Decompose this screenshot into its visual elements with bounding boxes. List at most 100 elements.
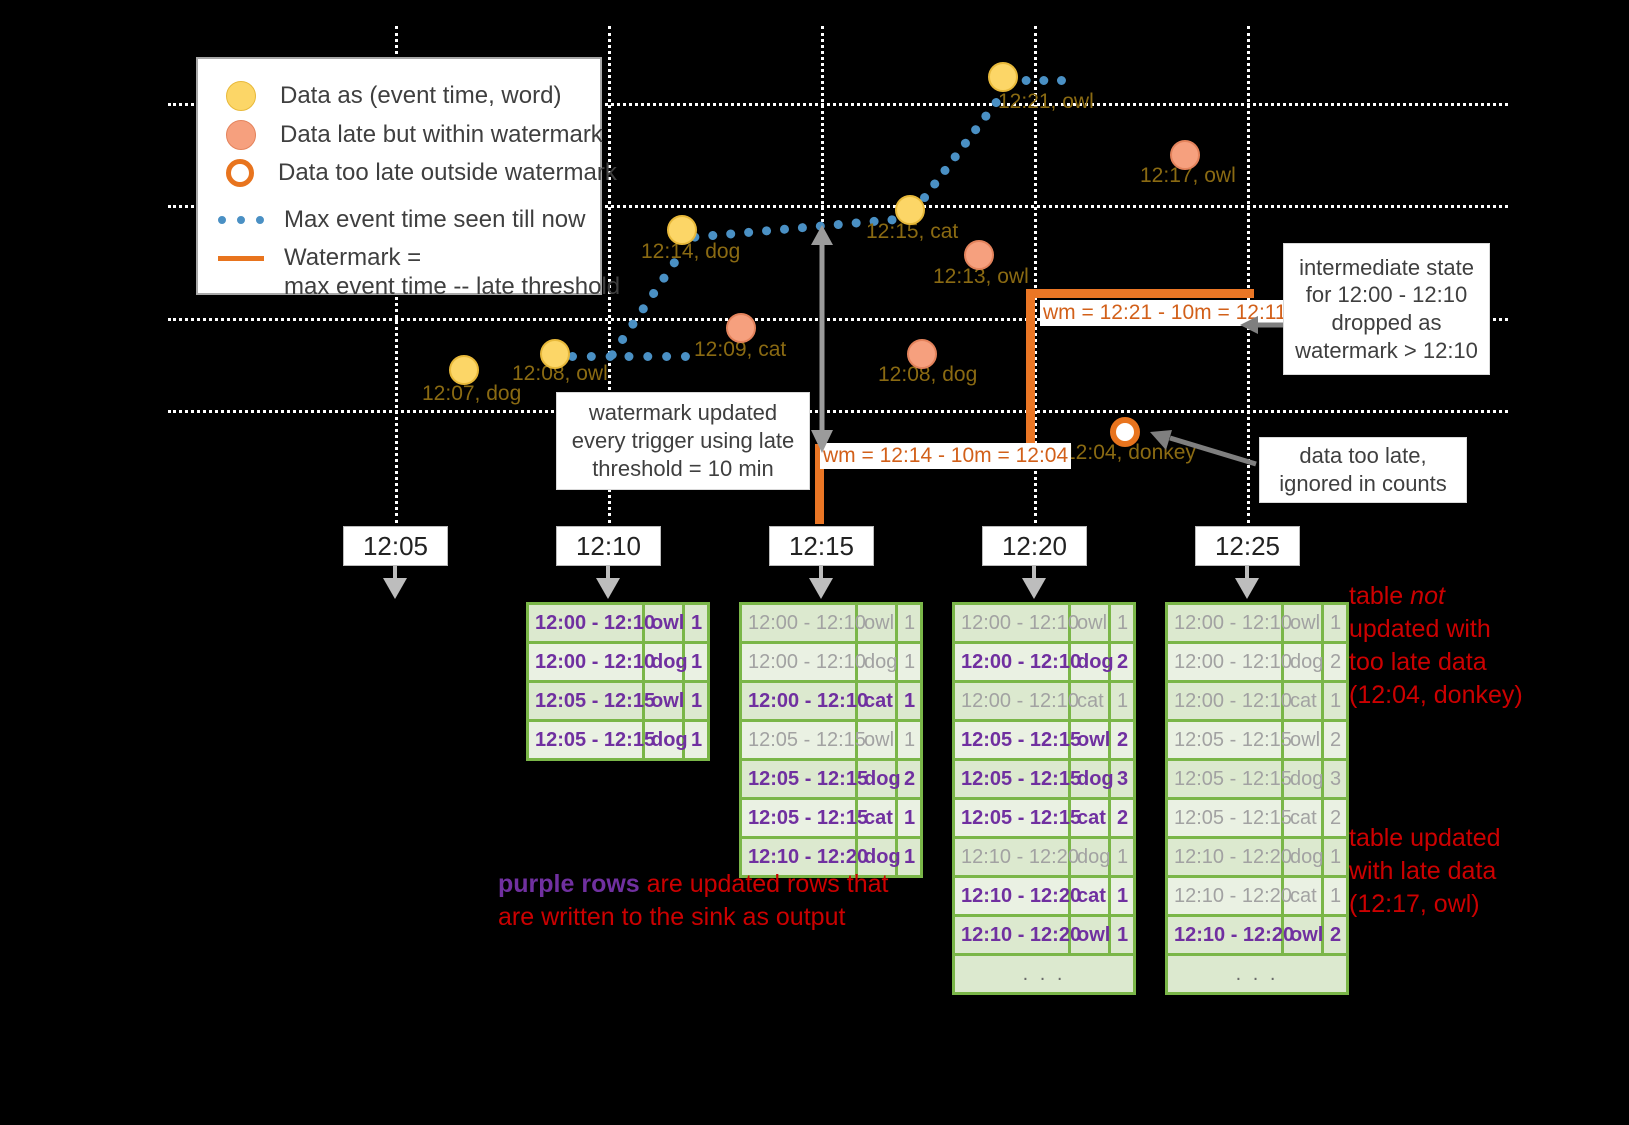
table-cell-count: 3: [1117, 767, 1129, 790]
data-point-12-04-donkey[interactable]: [1110, 417, 1140, 447]
table-cell-word: dog: [645, 722, 688, 758]
data-point-12-08-dog[interactable]: [907, 339, 937, 369]
table-cell-count: 1: [904, 650, 916, 673]
table-row: 12:00 - 12:10 owl 1: [742, 605, 920, 644]
trigger-time-12-25[interactable]: 12:25: [1195, 526, 1300, 566]
table-cell-window: 12:00 - 12:10: [1168, 683, 1292, 719]
table-row: 12:00 - 12:10 cat 1: [742, 683, 920, 722]
table-cell-count: 1: [1330, 611, 1342, 634]
data-point-label: 12:09, cat: [694, 338, 787, 361]
data-point-label: 12:15, cat: [866, 220, 959, 243]
table-cell-window: 12:00 - 12:10: [742, 683, 868, 719]
table-row: 12:00 - 12:10 dog 2: [955, 644, 1133, 683]
data-point-12-15-cat[interactable]: [895, 195, 925, 225]
table-row: 12:05 - 12:15 owl 1: [742, 722, 920, 761]
legend-item-watermark: Watermark =: [218, 244, 422, 271]
max-event-time-segment: [1004, 76, 1066, 85]
table-cell-word: cat: [1284, 800, 1324, 836]
data-point-12-09-cat[interactable]: [726, 313, 756, 343]
hollow-orange-dot-icon: [226, 159, 254, 187]
table-row: 12:00 - 12:10 owl 1: [529, 605, 707, 644]
table-row: 12:05 - 12:15 owl 2: [1168, 722, 1346, 761]
table-row-ellipsis: . . .: [1168, 956, 1346, 992]
result-table-12-20: 12:00 - 12:10 owl 1 12:00 - 12:10 dog 2 12:00 …: [952, 602, 1136, 995]
table-cell-window: 12:05 - 12:15: [955, 722, 1081, 758]
annotation-line: table not: [1349, 582, 1445, 610]
trigger-arrow: [596, 566, 620, 599]
table-cell-word: owl: [1284, 605, 1324, 641]
annotation-table-updated-late: table updated with late data (12:17, owl…: [1349, 822, 1501, 921]
result-table-12-10: 12:00 - 12:10 owl 1 12:00 - 12:10 dog 1 12:05 …: [526, 602, 710, 761]
gridline-horizontal: [168, 410, 1508, 413]
trigger-time-12-15[interactable]: 12:15: [769, 526, 874, 566]
table-cell-window: 12:05 - 12:15: [1168, 722, 1292, 758]
table-cell-count: 1: [904, 806, 916, 829]
data-point-12-08-owl[interactable]: [540, 339, 570, 369]
table-cell-count: 2: [1330, 923, 1342, 946]
max-event-time-segment: [568, 352, 690, 361]
table-cell-window: 12:10 - 12:20: [955, 839, 1079, 875]
table-cell-word: dog: [1071, 761, 1114, 797]
annotation-line: updated with: [1349, 615, 1491, 643]
table-cell-window: 12:05 - 12:15: [742, 722, 866, 758]
table-row: 12:10 - 12:20 owl 2: [1168, 917, 1346, 956]
result-table-12-15: 12:00 - 12:10 owl 1 12:00 - 12:10 dog 1 12:00 …: [739, 602, 923, 878]
table-cell-word: dog: [645, 644, 688, 680]
data-point-12-14-dog[interactable]: [667, 215, 697, 245]
table-cell-window: 12:00 - 12:10: [742, 644, 866, 680]
table-cell-window: 12:05 - 12:15: [955, 800, 1081, 836]
table-row: 12:00 - 12:10 dog 1: [529, 644, 707, 683]
legend-label: Watermark =: [284, 244, 422, 271]
table-cell-word: owl: [645, 605, 685, 641]
table-row: 12:00 - 12:10 cat 1: [1168, 683, 1346, 722]
table-cell-word: owl: [1071, 605, 1111, 641]
data-point-12-21-owl[interactable]: [988, 62, 1018, 92]
table-row: 12:10 - 12:20 dog 1: [742, 839, 920, 875]
table-row: 12:00 - 12:10 owl 1: [955, 605, 1133, 644]
result-table-12-25: 12:00 - 12:10 owl 1 12:00 - 12:10 dog 2 12:00 …: [1165, 602, 1349, 995]
table-cell-window: 12:00 - 12:10: [955, 605, 1079, 641]
table-cell-count: 1: [1117, 845, 1129, 868]
table-cell-window: 12:10 - 12:20: [742, 839, 868, 875]
table-row: 12:05 - 12:15 dog 3: [1168, 761, 1346, 800]
watermark-step-horizontal: [1026, 289, 1254, 298]
data-point-12-07-dog[interactable]: [449, 355, 479, 385]
table-row: 12:00 - 12:10 owl 1: [1168, 605, 1346, 644]
data-point-12-13-owl[interactable]: [964, 240, 994, 270]
trigger-time-12-20[interactable]: 12:20: [982, 526, 1087, 566]
table-row: 12:05 - 12:15 dog 2: [742, 761, 920, 800]
table-cell-count: 1: [691, 689, 703, 712]
gridline-vertical: [1034, 26, 1037, 523]
table-cell-count: 2: [1330, 650, 1342, 673]
table-cell-ellipsis: . . .: [1022, 962, 1066, 985]
trigger-time-12-05[interactable]: 12:05: [343, 526, 448, 566]
table-cell-window: 12:00 - 12:10: [1168, 605, 1292, 641]
data-point-label: 12:07, dog: [422, 382, 522, 405]
annotation-line: purple rows are updated rows that: [498, 870, 889, 898]
table-cell-count: 1: [691, 650, 703, 673]
table-cell-word: cat: [858, 800, 898, 836]
table-row-ellipsis: . . .: [955, 956, 1133, 992]
trigger-arrow: [1022, 566, 1046, 599]
table-cell-count: 2: [1330, 806, 1342, 829]
yellow-dot-icon: [226, 81, 256, 111]
table-cell-word: owl: [1071, 722, 1111, 758]
data-point-12-17-owl[interactable]: [1170, 140, 1200, 170]
table-cell-word: dog: [858, 761, 901, 797]
table-row: 12:05 - 12:15 dog 3: [955, 761, 1133, 800]
trigger-time-12-10[interactable]: 12:10: [556, 526, 661, 566]
table-cell-word: cat: [1071, 683, 1111, 719]
table-cell-count: 2: [1117, 806, 1129, 829]
callout-intermediate-state: intermediate state for 12:00 - 12:10 dro…: [1283, 243, 1490, 375]
trigger-arrow: [1235, 566, 1259, 599]
watermark-step-vertical: [1026, 289, 1035, 453]
legend-item-data: Data as (event time, word): [226, 81, 561, 111]
table-cell-window: 12:05 - 12:15: [529, 683, 655, 719]
table-cell-word: dog: [1284, 839, 1324, 875]
watermark-update-arrow: [811, 225, 833, 453]
table-cell-count: 1: [691, 728, 703, 751]
table-cell-count: 2: [904, 767, 916, 790]
table-cell-window: 12:05 - 12:15: [955, 761, 1081, 797]
table-cell-word: dog: [1284, 761, 1324, 797]
annotation-line: (12:17, owl): [1349, 890, 1480, 918]
